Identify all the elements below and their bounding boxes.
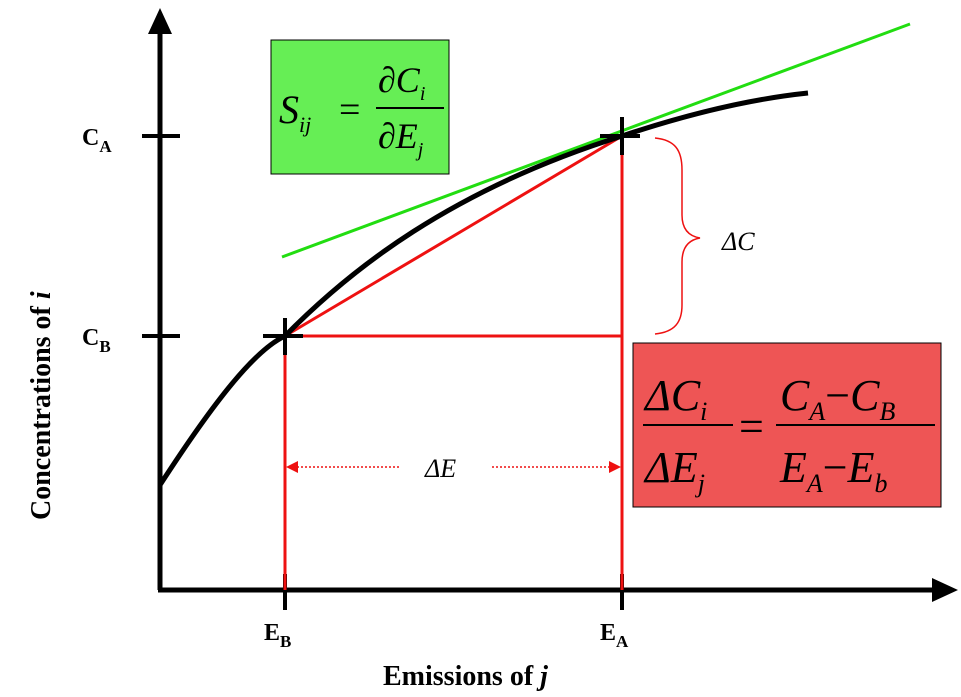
sensitivity-denominator: ∂Ej	[378, 116, 424, 161]
point-a-marker	[600, 117, 640, 155]
fd-equals: =	[739, 402, 764, 451]
fd-left-numerator: ΔCi	[643, 371, 707, 426]
sensitivity-equals: =	[339, 89, 360, 131]
point-b-marker	[263, 318, 303, 355]
ea-label: EA	[600, 620, 629, 651]
y-axis-title: Concentrations of i	[26, 291, 57, 520]
secant-line	[284, 134, 623, 338]
delta-e-label: ΔE	[424, 454, 456, 483]
finite-difference-formula-box: ΔCi ΔEj = CA−CB EA−Eb	[632, 342, 942, 508]
sensitivity-formula-box: Sij = ∂Ci ∂Ej	[270, 39, 450, 175]
fd-right-denominator: EA−Eb	[779, 443, 888, 498]
fd-left-denominator: ΔEj	[643, 443, 705, 498]
fd-right-numerator: CA−CB	[780, 371, 895, 426]
delta-c-brace	[654, 137, 701, 335]
ca-label: CA	[82, 125, 112, 156]
sensitivity-numerator: ∂Ci	[378, 60, 425, 105]
concentration-curve	[157, 90, 809, 487]
tangent-line	[281, 22, 911, 259]
x-axis-title: Emissions of j	[383, 661, 548, 692]
y-axis-arrowhead	[148, 8, 172, 34]
sensitivity-lhs: Sij	[279, 87, 311, 137]
cb-label: CB	[82, 325, 111, 356]
delta-c-label: ΔC	[721, 227, 755, 256]
eb-label: EB	[264, 620, 291, 651]
x-axis-arrowhead	[932, 578, 958, 602]
